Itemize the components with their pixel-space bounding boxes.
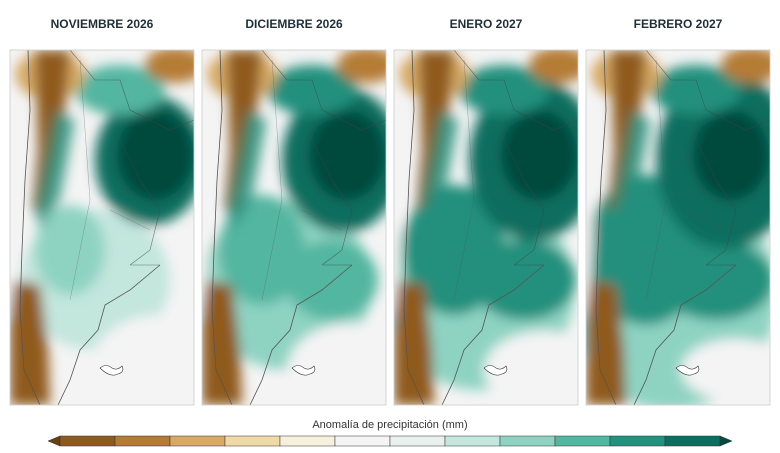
map: [10, 50, 194, 405]
coastline: [19, 50, 41, 405]
colorbar-segment: [59, 435, 116, 447]
colorbar-label: Anomalía de precipitación (mm): [312, 419, 467, 431]
wet-core: [117, 110, 193, 200]
ocean: [287, 323, 386, 405]
colorbar-segment: [499, 435, 556, 447]
wet-area: [651, 65, 741, 115]
panel-title: NOVIEMBRE 2026: [51, 17, 154, 31]
colorbar-segment: [114, 435, 171, 447]
panel-frame: [393, 49, 579, 406]
map-panel: [585, 49, 771, 406]
map-panel: [201, 49, 387, 406]
ocean: [90, 315, 194, 405]
ocean: [681, 339, 770, 401]
panel-title: FEBRERO 2027: [634, 17, 723, 31]
islands: [99, 365, 124, 376]
border: [645, 59, 727, 301]
colorbar-segment: [169, 435, 226, 447]
border: [261, 50, 386, 266]
dry-area: [721, 50, 770, 83]
colorbar-segment: [389, 435, 446, 447]
colorbar-segment: [279, 435, 336, 447]
border: [453, 50, 578, 266]
coastline: [441, 264, 545, 405]
wet-area: [459, 65, 549, 115]
wet-area: [658, 240, 770, 320]
map: [202, 50, 386, 405]
colorbar-segment: [554, 435, 611, 447]
wet-core: [501, 110, 577, 200]
ocean-west: [202, 90, 209, 310]
border: [69, 50, 194, 266]
islands: [291, 365, 316, 376]
map-panel: [9, 49, 195, 406]
coastline: [633, 264, 737, 405]
andes-wet: [611, 110, 651, 230]
coastline: [249, 264, 353, 405]
fields: [586, 50, 770, 405]
colorbar-segment: [609, 435, 666, 447]
coastline: [403, 50, 425, 405]
dry-area: [145, 50, 194, 83]
colorbar-segment: [444, 435, 501, 447]
ocean-west: [10, 90, 17, 310]
panels: [9, 49, 771, 406]
wet-area: [75, 65, 165, 115]
border: [645, 50, 770, 266]
panel-frame: [585, 49, 771, 406]
map: [394, 50, 578, 405]
ocean: [484, 331, 578, 405]
wet-area: [472, 240, 576, 320]
wet-area: [35, 205, 105, 295]
coastline: [211, 50, 233, 405]
wet-area: [267, 65, 357, 115]
colorbar-segment: [224, 435, 281, 447]
colorbar-end: [719, 435, 733, 447]
coastline: [57, 264, 161, 405]
andes-wet: [227, 110, 267, 230]
andes-wet: [419, 110, 459, 230]
colorbar-segment: [664, 435, 721, 447]
ocean-west: [586, 90, 593, 310]
wet-core: [309, 110, 385, 200]
wet-area: [219, 195, 305, 305]
dry-area: [529, 50, 578, 83]
map: [586, 50, 770, 405]
colorbar-segment: [334, 435, 391, 447]
fields: [202, 50, 386, 405]
wet-area: [286, 240, 378, 320]
border: [453, 59, 535, 301]
colorbar: [47, 435, 733, 447]
islands: [483, 365, 508, 376]
ocean-west: [394, 90, 401, 310]
border: [261, 59, 343, 301]
panel-frame: [201, 49, 387, 406]
dry-area: [337, 50, 386, 83]
map-panel: [393, 49, 579, 406]
panel-title: DICIEMBRE 2026: [245, 17, 343, 31]
islands: [675, 365, 700, 376]
border: [69, 59, 151, 301]
panel-title: ENERO 2027: [450, 17, 523, 31]
coastline: [595, 50, 617, 405]
wet-core: [693, 110, 769, 200]
andes-wet: [35, 110, 75, 230]
panel-frame: [9, 49, 195, 406]
fields: [10, 50, 194, 405]
